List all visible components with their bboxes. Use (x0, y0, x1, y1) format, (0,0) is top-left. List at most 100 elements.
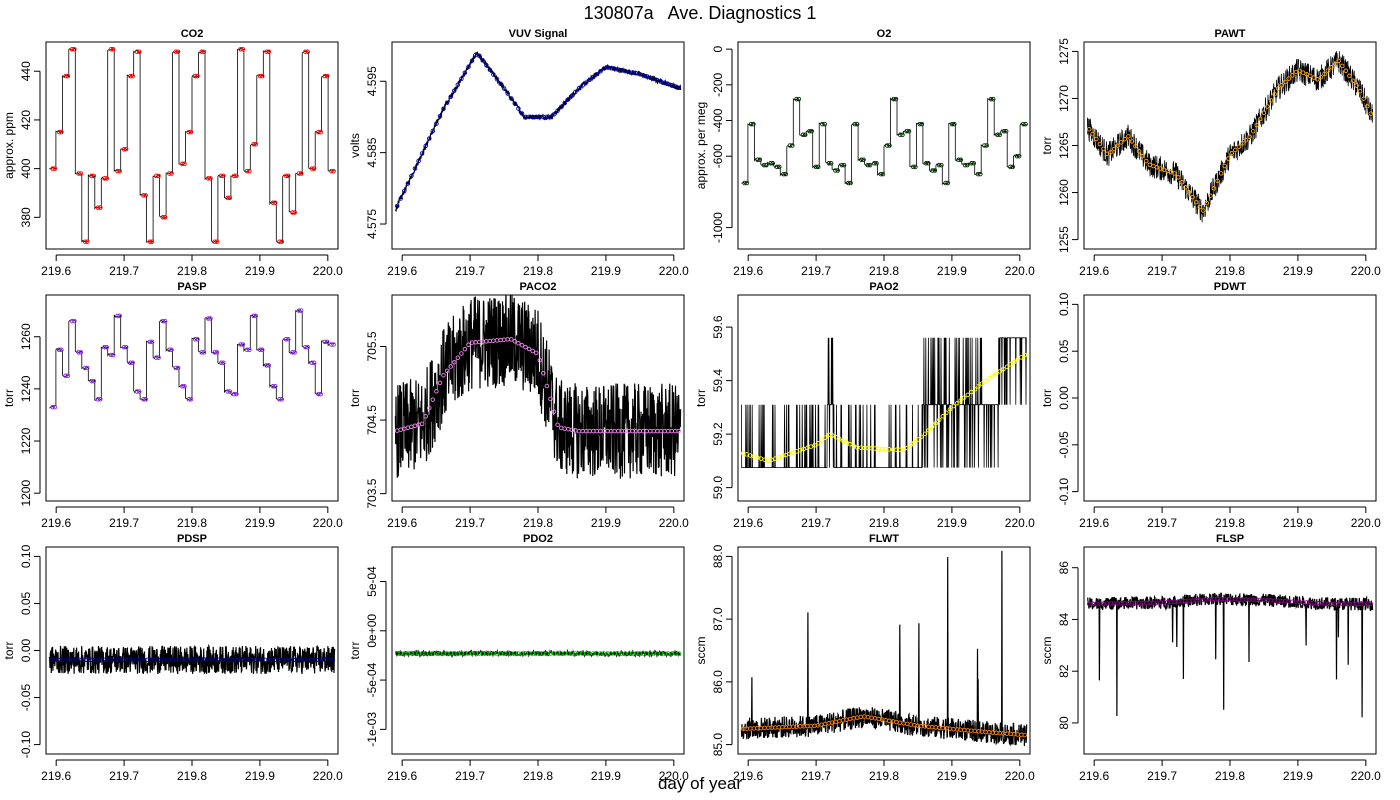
mean-point (893, 96, 899, 102)
mean-point (820, 121, 825, 127)
mean-point (480, 58, 485, 63)
mean-point (331, 342, 336, 347)
mean-point (1343, 68, 1349, 74)
y-tick-label: 400 (19, 158, 33, 178)
mean-point (147, 239, 153, 244)
mean-point (1010, 164, 1015, 170)
mean-point (76, 350, 81, 355)
mean-point (1347, 73, 1352, 79)
mean-point (1229, 151, 1235, 156)
mean-point (1023, 121, 1028, 127)
mean-point (102, 176, 107, 181)
mean-point (169, 171, 174, 176)
panel-pawt: PAWT 219.6 219.7 219.8 219.9 220.0 1255 1260 126… (1040, 28, 1381, 278)
panel-pasp: PASP 219.6 219.7 219.8 219.9 220.0 1200 1220 124… (2, 281, 343, 530)
x-tick-label: 219.7 (801, 769, 831, 783)
mean-point (780, 453, 785, 459)
mean-point (781, 171, 786, 177)
x-tick-label: 219.8 (177, 769, 207, 783)
mean-point (316, 391, 321, 397)
panel-pdo2: PDO2 219.6 219.7 219.8 219.9 220.0 -1e-03 -5e-0… (348, 533, 689, 783)
raw-series (1087, 51, 1373, 223)
mean-point (117, 313, 122, 319)
plot-area (740, 337, 1028, 468)
plot-area (394, 648, 682, 659)
plot-area (1086, 592, 1374, 718)
mean-point (530, 348, 535, 354)
mean-point (594, 71, 600, 77)
mean-point (800, 132, 806, 138)
raw-series (48, 643, 336, 675)
mean-point (311, 166, 317, 171)
mean-point (104, 176, 110, 181)
mean-point (1090, 131, 1095, 137)
mean-point (205, 176, 211, 181)
mean-point (988, 96, 994, 102)
mean-point (937, 417, 942, 423)
plot-frame (1083, 294, 1377, 502)
mean-point (1236, 144, 1242, 149)
panel-title: CO2 (181, 28, 204, 40)
mean-point (218, 360, 224, 366)
raw-series (1087, 592, 1374, 718)
mean-point (437, 380, 443, 386)
mean-point (541, 370, 546, 376)
mean-point (828, 161, 834, 166)
mean-point (82, 365, 88, 371)
panel-title: PDO2 (523, 533, 553, 545)
plot-area (394, 51, 682, 213)
mean-point (441, 372, 446, 378)
mean-point (904, 445, 910, 451)
mean-point (455, 82, 461, 88)
mean-point (1097, 141, 1103, 147)
mean-point (812, 443, 817, 448)
mean-point (830, 433, 835, 438)
mean-point (994, 371, 999, 377)
mean-point (208, 176, 213, 181)
mean-point (156, 355, 161, 360)
mean-point (290, 210, 295, 215)
mean-point (136, 49, 142, 54)
x-tick-label: 219.6 (1079, 769, 1109, 783)
mean-point (402, 188, 407, 194)
mean-point (1208, 193, 1213, 198)
mean-point (591, 74, 596, 80)
plot-area (48, 643, 336, 675)
mean-point (1300, 70, 1306, 75)
mean-point (273, 200, 278, 205)
mean-point (787, 143, 793, 148)
x-tick-label: 219.9 (245, 264, 275, 278)
mean-point (837, 436, 842, 442)
mean-point (175, 49, 181, 54)
mean-point (188, 129, 194, 135)
mean-point (904, 128, 909, 134)
mean-point (833, 434, 839, 440)
plot-frame (737, 41, 1031, 250)
mean-point (266, 363, 272, 368)
y-tick-label: 59.2 (711, 422, 725, 446)
mean-point (91, 173, 97, 179)
x-tick-label: 219.6 (387, 769, 417, 783)
y-tick-label: 4.595 (365, 66, 379, 96)
x-tick-label: 219.7 (455, 516, 485, 530)
mean-point (1311, 75, 1317, 80)
mean-point (69, 318, 75, 324)
mean-point (1108, 150, 1113, 155)
mean-point (997, 369, 1003, 374)
panel-co2: CO2 219.6 219.7 219.8 219.9 220.0 380 400 420 440… (2, 28, 343, 278)
x-tick-label: 219.9 (591, 264, 621, 278)
mean-point (110, 47, 116, 52)
y-tick-label: -1000 (711, 212, 725, 243)
mean-point (286, 173, 291, 179)
mean-point (884, 143, 890, 148)
mean-point (205, 316, 211, 321)
mean-point (451, 88, 457, 94)
y-tick-label: 1275 (1057, 38, 1071, 65)
mean-point (221, 173, 226, 179)
mean-point (296, 171, 302, 176)
mean-point (516, 106, 521, 111)
mean-point (231, 391, 237, 397)
mean-point (253, 142, 259, 147)
y-tick-label: 0.05 (1057, 339, 1071, 363)
mean-point (147, 339, 153, 345)
